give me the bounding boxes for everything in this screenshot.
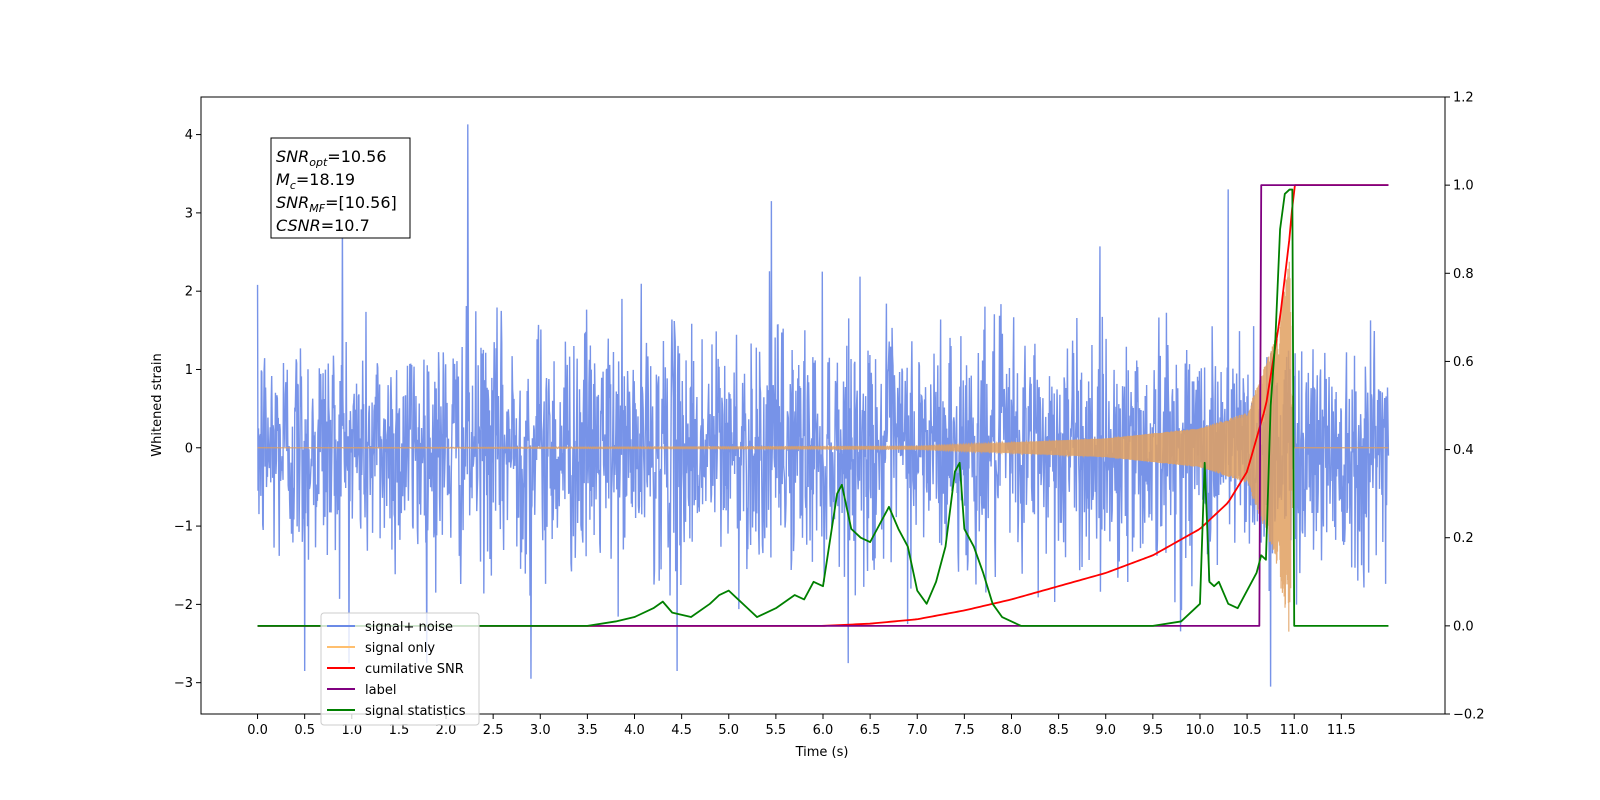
y-tick-label: 2 xyxy=(185,285,193,300)
x-tick-label: 0.5 xyxy=(294,723,315,738)
x-tick-label: 5.5 xyxy=(766,723,787,738)
legend-label: label xyxy=(365,683,396,698)
annotation-line: SNRMF=[10.56] xyxy=(276,193,397,215)
x-tick-label: 11.5 xyxy=(1327,723,1356,738)
y-tick-label: 0 xyxy=(185,441,193,456)
y-tick-label: 3 xyxy=(185,206,193,221)
x-tick-label: 9.0 xyxy=(1095,723,1116,738)
x-tick-label: 8.0 xyxy=(1001,723,1022,738)
legend: signal+ noise signal only cumilative SNR la… xyxy=(320,612,480,726)
series-signal-statistics-line xyxy=(257,188,1389,627)
series-signal-only-line xyxy=(257,261,1389,632)
annotation-line: Mc=18.19 xyxy=(276,170,355,192)
x-tick-label: 1.0 xyxy=(341,723,362,738)
x-tick-label: 2.5 xyxy=(483,723,504,738)
y-right-tick-label: 0.6 xyxy=(1453,355,1474,370)
y-right-tick-label: 1.0 xyxy=(1453,179,1474,194)
annotation-box: SNRopt=10.56Mc=18.19SNRMF=[10.56]CSNR=10… xyxy=(270,137,411,239)
y-axis-ticks: −3 −2 −1 0 1 2 3 4 xyxy=(174,128,201,691)
y-tick-label: −2 xyxy=(174,598,193,613)
x-tick-label: 7.5 xyxy=(954,723,975,738)
x-tick-label: 11.0 xyxy=(1280,723,1309,738)
annotation-line: SNRopt=10.56 xyxy=(276,147,387,169)
y-right-tick-label: 0.8 xyxy=(1453,267,1474,282)
legend-label: signal only xyxy=(365,641,435,656)
x-tick-label: 10.0 xyxy=(1185,723,1214,738)
legend-label: signal statistics xyxy=(365,704,466,719)
y-right-tick-label: 0.2 xyxy=(1453,531,1474,546)
x-tick-label: 6.5 xyxy=(860,723,881,738)
x-tick-label: 3.0 xyxy=(530,723,551,738)
x-tick-label: 8.5 xyxy=(1048,723,1069,738)
annotation-line: CSNR=10.7 xyxy=(276,216,370,235)
y-right-axis-ticks: −0.2 0.0 0.2 0.4 0.6 0.8 1.0 1.2 xyxy=(1445,91,1485,723)
y-tick-label: −1 xyxy=(174,520,193,535)
x-tick-label: 10.5 xyxy=(1233,723,1262,738)
series-signal-noise-line xyxy=(256,124,1390,687)
x-tick-label: 2.0 xyxy=(436,723,457,738)
x-tick-label: 6.0 xyxy=(813,723,834,738)
y-tick-label: −3 xyxy=(174,676,193,691)
legend-label: signal+ noise xyxy=(365,620,453,635)
x-tick-label: 7.0 xyxy=(907,723,928,738)
x-axis-ticks: 0.0 0.5 1.0 1.5 2.0 2.5 3.0 3.5 4.0 4.5 5.0 5.5 6.0 6… xyxy=(247,714,1356,738)
y-right-tick-label: 0.0 xyxy=(1453,619,1474,634)
x-tick-label: 4.5 xyxy=(671,723,692,738)
x-tick-label: 9.5 xyxy=(1143,723,1164,738)
y-axis-label: Whitened strain xyxy=(150,353,165,456)
x-tick-label: 1.5 xyxy=(389,723,410,738)
y-right-tick-label: −0.2 xyxy=(1453,708,1485,723)
y-tick-label: 1 xyxy=(185,363,193,378)
legend-frame xyxy=(320,612,480,726)
x-tick-label: 0.0 xyxy=(247,723,268,738)
legend-label: cumilative SNR xyxy=(365,662,464,677)
y-right-tick-label: 1.2 xyxy=(1453,91,1474,106)
annotation-frame xyxy=(270,137,411,239)
x-tick-label: 4.0 xyxy=(624,723,645,738)
series-label-line xyxy=(257,184,1389,627)
x-tick-label: 5.0 xyxy=(718,723,739,738)
x-axis-label: Time (s) xyxy=(795,745,849,760)
y-right-tick-label: 0.4 xyxy=(1453,443,1474,458)
y-tick-label: 4 xyxy=(185,128,193,143)
x-tick-label: 3.5 xyxy=(577,723,598,738)
